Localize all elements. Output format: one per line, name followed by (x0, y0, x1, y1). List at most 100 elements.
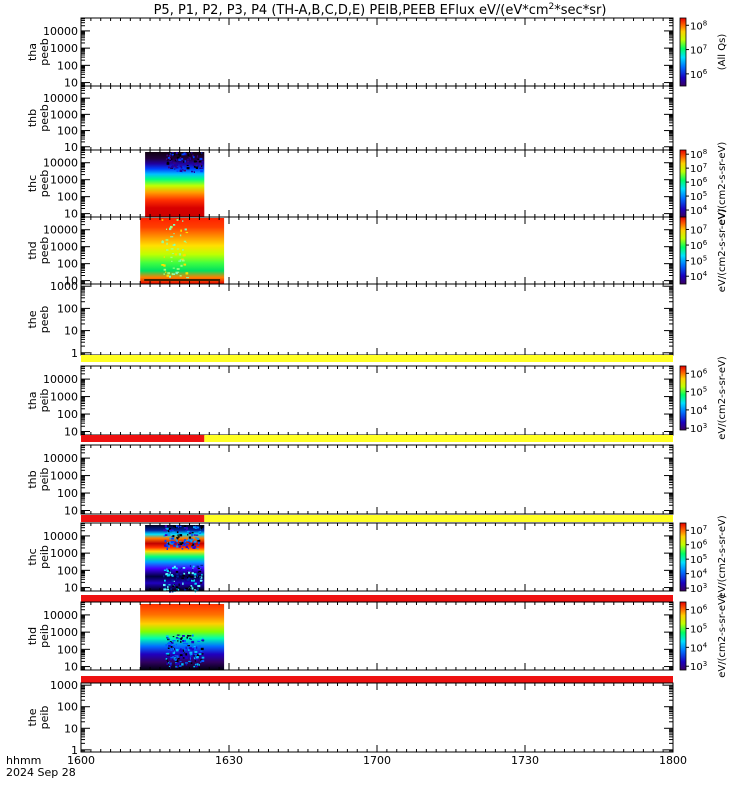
y-axis-label-product: peib (38, 706, 51, 730)
colorbar-tick-label: 105 (690, 622, 707, 635)
y-axis-label-probe: thb (26, 470, 39, 488)
y-tick-label: 1000 (50, 547, 78, 560)
colorbar-label: eV/(cm2-s-sr-eV) (717, 142, 728, 226)
colorbar-tick-label: 106 (690, 68, 708, 81)
panel-the-peib: 1 10 100 1000 the peib (26, 679, 674, 757)
colorbar-tick-label: 105 (690, 190, 707, 203)
y-tick-label: 1000 (50, 626, 78, 639)
colorbar-tick-label: 104 (690, 641, 708, 654)
y-tick-label: 1000 (50, 42, 78, 55)
panel-thd-peib: 10 100 1000 10000 thd peib 103 104 105 106 eV/(cm2… (26, 594, 728, 683)
panel-the-peeb: 1 10 100 1000 the peeb (26, 280, 674, 362)
colorbar-tick-label: 104 (690, 270, 708, 283)
panel-frame (80, 444, 674, 515)
x-tick-label: 1600 (67, 754, 95, 767)
colorbar-label: eV/(cm2-s-sr-eV) (717, 515, 728, 599)
y-tick-label: 1000 (50, 391, 78, 404)
y-tick-label: 10000 (43, 530, 78, 543)
x-tick-label: 1800 (659, 754, 687, 767)
y-tick-label: 10000 (43, 157, 78, 170)
spectrogram-thc-peib (145, 525, 205, 593)
quality-flag-bar (81, 435, 205, 442)
panel-frame (80, 682, 674, 753)
x-tick-label: 1700 (363, 754, 391, 767)
colorbar-tha-peeb: 106 107 108 (All Qs) (679, 17, 728, 87)
y-tick-label: 1000 (50, 280, 78, 293)
date-label: 2024 Sep 28 (6, 766, 76, 779)
x-tick-label: 1630 (215, 754, 243, 767)
y-tick-label: 1000 (50, 174, 78, 187)
y-tick-label: 10 (64, 275, 78, 288)
colorbar-tick-label: 105 (690, 255, 707, 268)
y-axis-label-probe: tha (26, 391, 39, 409)
y-tick-label: 10 (64, 426, 78, 439)
y-tick-label: 10 (64, 722, 78, 735)
colorbar-tick-label: 104 (690, 404, 708, 417)
y-tick-label: 1000 (50, 679, 78, 692)
colorbar-tick-label: 107 (690, 44, 707, 57)
colorbar-tick-label: 108 (690, 19, 707, 32)
colorbar-label: eV/(cm2-s-sr-eV) (717, 209, 728, 293)
y-tick-label: 100 (57, 701, 78, 714)
y-axis-label-probe: the (26, 310, 39, 328)
colorbar-tick-label: 108 (690, 148, 707, 161)
y-axis-label-probe: the (26, 708, 39, 726)
y-tick-label: 1000 (50, 241, 78, 254)
y-tick-label: 10 (64, 141, 78, 154)
y-axis-label-probe: thc (26, 548, 39, 565)
colorbar-tick-label: 106 (690, 176, 708, 189)
colorbar-tick-label: 105 (690, 553, 707, 566)
panel-thb-peib: 10 100 1000 10000 thb peib (26, 444, 674, 522)
colorbar-tick-label: 106 (690, 539, 708, 552)
y-axis-label-probe: thc (26, 175, 39, 192)
y-axis-label-product: peeb (38, 306, 51, 334)
colorbar-tick-label: 103 (690, 582, 707, 595)
y-tick-label: 100 (57, 191, 78, 204)
y-axis-label-product: peib (38, 624, 51, 648)
quality-flag-bar (204, 515, 674, 522)
y-tick-label: 10000 (43, 92, 78, 105)
y-axis-label-product: peib (38, 468, 51, 492)
colorbar-tha-peib: 103 104 105 106 eV/(cm2-s-sr-eV) (679, 356, 728, 440)
y-tick-label: 10 (64, 208, 78, 221)
panel-tha-peib: 10 100 1000 10000 tha peib 103 104 105 106 eV/(cm2… (26, 356, 728, 442)
panel-thb-peeb: 10 100 1000 10000 thb peeb (26, 85, 674, 154)
y-axis-label-product: peib (38, 389, 51, 413)
spectrogram-thd-peeb (140, 218, 225, 284)
y-tick-label: 100 (57, 302, 78, 315)
y-axis-label-product: peeb (38, 38, 51, 66)
panel-tha-peeb: 10 100 1000 10000 tha peeb 106 107 108 (All Qs) (26, 17, 728, 90)
y-axis-label-product: peeb (38, 170, 51, 198)
colorbar-thd-peeb: 104 105 106 107 eV/(cm2-s-sr-eV) (679, 209, 728, 293)
y-tick-label: 10 (64, 325, 78, 338)
y-axis-label-probe: thb (26, 109, 39, 127)
spectrogram-thc-peeb (145, 152, 205, 217)
panel-frame (80, 85, 674, 151)
y-tick-label: 100 (57, 408, 78, 421)
y-tick-label: 100 (57, 564, 78, 577)
y-tick-label: 1000 (50, 470, 78, 483)
y-tick-label: 1000 (50, 108, 78, 121)
colorbar-tick-label: 107 (690, 162, 707, 175)
colorbar-tick-label: 103 (690, 660, 707, 673)
time-axis-label: hhmm (6, 754, 41, 767)
panel-frame (80, 365, 674, 436)
y-tick-label: 1 (71, 347, 78, 360)
colorbar-tick-label: 104 (690, 204, 708, 217)
y-axis-label-product: peeb (38, 104, 51, 132)
spectrogram-thd-peib (140, 604, 225, 670)
colorbar-tick-label: 103 (690, 422, 707, 435)
y-tick-label: 10000 (43, 373, 78, 386)
panel-frame (80, 17, 674, 87)
y-axis-label-probe: tha (26, 43, 39, 61)
y-tick-label: 100 (57, 487, 78, 500)
colorbar-label: eV/(cm2-s-sr-eV) (717, 594, 728, 678)
colorbar-label: (All Qs) (717, 34, 728, 71)
y-axis-label-product: peib (38, 545, 51, 569)
y-axis-label-probe: thd (26, 241, 39, 259)
quality-flag-bar (81, 515, 205, 522)
panel-thd-peeb: 10 100 1000 10000 thd peeb 104 105 106 107 eV/(cm2… (26, 209, 728, 293)
